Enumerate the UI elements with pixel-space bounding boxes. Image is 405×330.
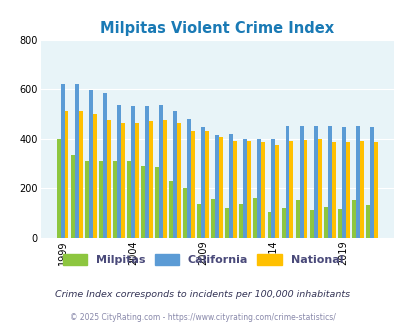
- Bar: [337, 209, 341, 238]
- Bar: [177, 122, 181, 238]
- Bar: [351, 200, 355, 238]
- Bar: [331, 142, 335, 238]
- Bar: [141, 166, 145, 238]
- Bar: [75, 84, 79, 238]
- Bar: [341, 127, 345, 238]
- Bar: [327, 126, 331, 238]
- Bar: [117, 105, 120, 238]
- Bar: [232, 141, 237, 238]
- Bar: [130, 106, 134, 238]
- Bar: [271, 139, 275, 238]
- Bar: [92, 114, 96, 238]
- Bar: [243, 139, 247, 238]
- Bar: [275, 145, 279, 238]
- Bar: [225, 208, 229, 238]
- Bar: [169, 181, 173, 238]
- Bar: [345, 142, 349, 238]
- Bar: [267, 212, 271, 238]
- Bar: [317, 139, 321, 238]
- Bar: [373, 142, 377, 238]
- Bar: [127, 161, 130, 238]
- Bar: [355, 126, 359, 238]
- Text: © 2025 CityRating.com - https://www.cityrating.com/crime-statistics/: © 2025 CityRating.com - https://www.city…: [70, 313, 335, 322]
- Bar: [201, 127, 205, 238]
- Bar: [173, 112, 177, 238]
- Legend: Milpitas, California, National: Milpitas, California, National: [58, 250, 347, 270]
- Bar: [309, 211, 313, 238]
- Bar: [205, 131, 209, 238]
- Bar: [359, 141, 363, 238]
- Bar: [239, 204, 243, 238]
- Bar: [215, 135, 219, 238]
- Bar: [313, 126, 317, 238]
- Bar: [183, 188, 187, 238]
- Bar: [155, 167, 159, 238]
- Bar: [247, 141, 251, 238]
- Bar: [281, 208, 285, 238]
- Bar: [323, 207, 327, 238]
- Bar: [253, 198, 257, 238]
- Bar: [162, 120, 166, 238]
- Bar: [79, 112, 82, 238]
- Bar: [219, 137, 223, 238]
- Bar: [299, 126, 303, 238]
- Bar: [211, 199, 215, 238]
- Bar: [229, 134, 232, 238]
- Bar: [85, 161, 88, 238]
- Bar: [365, 205, 369, 238]
- Bar: [57, 139, 60, 238]
- Bar: [159, 105, 162, 238]
- Bar: [289, 141, 293, 238]
- Bar: [197, 204, 201, 238]
- Bar: [187, 119, 191, 238]
- Title: Milpitas Violent Crime Index: Milpitas Violent Crime Index: [100, 21, 333, 36]
- Bar: [261, 142, 264, 238]
- Bar: [285, 126, 289, 238]
- Bar: [102, 93, 107, 238]
- Bar: [295, 200, 299, 238]
- Bar: [303, 140, 307, 238]
- Text: Crime Index corresponds to incidents per 100,000 inhabitants: Crime Index corresponds to incidents per…: [55, 290, 350, 299]
- Bar: [107, 120, 111, 238]
- Bar: [70, 155, 75, 238]
- Bar: [64, 112, 68, 238]
- Bar: [257, 139, 261, 238]
- Bar: [369, 127, 373, 238]
- Bar: [88, 90, 92, 238]
- Bar: [120, 122, 124, 238]
- Bar: [98, 161, 102, 238]
- Bar: [191, 131, 194, 238]
- Bar: [145, 106, 149, 238]
- Bar: [134, 122, 139, 238]
- Bar: [60, 84, 64, 238]
- Bar: [149, 121, 152, 238]
- Bar: [113, 161, 117, 238]
